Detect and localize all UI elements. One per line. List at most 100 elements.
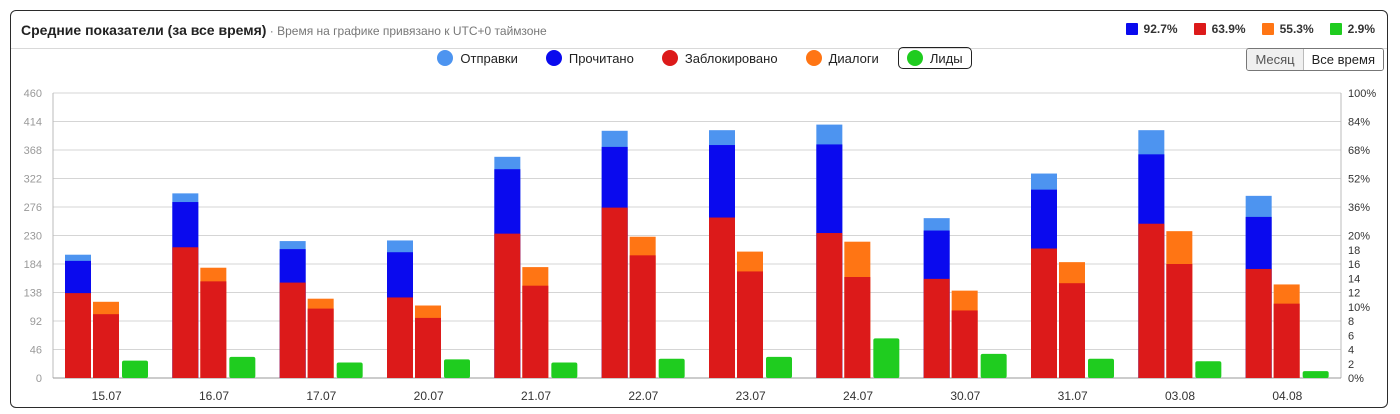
legend-dot-icon <box>437 50 454 66</box>
y-right-tick-label: 52% <box>1348 174 1370 186</box>
y-right-tick-label: 6 <box>1348 330 1354 342</box>
x-tick-label: 15.07 <box>92 389 122 403</box>
y-tick-label: 460 <box>24 88 42 100</box>
legend-item[interactable]: Отправки <box>428 47 526 69</box>
legend-item[interactable]: Заблокировано <box>653 47 787 69</box>
y-tick-label: 276 <box>24 202 42 214</box>
x-tick-label: 21.07 <box>521 389 551 403</box>
bar-dialogs-blocked <box>200 281 227 378</box>
month-option[interactable]: Месяц <box>1247 49 1304 70</box>
y-right-tick-label: 18 <box>1348 245 1360 257</box>
y-right-tick-label: 12 <box>1348 288 1360 300</box>
legend-item[interactable]: Лиды <box>897 47 972 69</box>
bar-leads <box>551 362 578 378</box>
y-right-tick-label: 8 <box>1348 316 1354 328</box>
y-tick-label: 46 <box>30 345 42 357</box>
legend-label: Лиды <box>929 50 963 66</box>
summary-badges: 92.7% 63.9% 55.3% 2.9% <box>1125 22 1375 36</box>
x-tick-label: 22.07 <box>628 389 658 403</box>
bar-blocked <box>65 293 91 378</box>
bar-blocked <box>279 282 306 378</box>
y-right-tick-label: 16 <box>1348 259 1360 271</box>
card-header: Средние показатели (за все время) · Врем… <box>11 11 1387 49</box>
summary-value: 2.9% <box>1347 22 1375 36</box>
legend-item[interactable]: Прочитано <box>537 47 643 69</box>
bar-dialogs-blocked <box>951 310 978 378</box>
legend-label: Заблокировано <box>684 50 778 66</box>
summary-color-swatch <box>1329 23 1342 35</box>
bar-leads <box>1302 371 1329 378</box>
x-tick-label: 17.07 <box>306 389 336 403</box>
summary-value: 92.7% <box>1143 22 1178 36</box>
summary-item: 63.9% <box>1193 22 1246 36</box>
y-tick-label: 92 <box>30 316 42 328</box>
bar-dialogs-blocked <box>737 271 763 378</box>
y-right-tick-label: 36% <box>1348 202 1370 214</box>
y-right-tick-label: 4 <box>1348 345 1354 357</box>
bar-leads <box>444 359 470 378</box>
bar-blocked <box>601 207 628 378</box>
summary-color-swatch <box>1125 23 1138 35</box>
y-right-tick-label: 14 <box>1348 273 1360 285</box>
bar-blocked <box>1031 248 1057 378</box>
card-title: Средние показатели (за все время) · Врем… <box>21 22 547 38</box>
y-right-tick-label: 2 <box>1348 359 1354 371</box>
y-tick-label: 0 <box>36 373 42 385</box>
legend-dot-icon <box>906 50 923 66</box>
bar-blocked <box>923 278 950 378</box>
legend-label: Диалоги <box>828 50 879 66</box>
y-right-tick-label: 68% <box>1348 145 1370 157</box>
bar-leads <box>336 362 363 378</box>
bar-dialogs-blocked <box>1166 264 1193 378</box>
bar-leads <box>1088 358 1114 378</box>
bar-leads <box>873 338 900 378</box>
bar-leads <box>766 356 792 378</box>
bar-dialogs-blocked <box>522 285 549 378</box>
summary-value: 63.9% <box>1211 22 1246 36</box>
x-tick-label: 24.07 <box>843 389 873 403</box>
bar-leads <box>122 360 148 378</box>
summary-value: 55.3% <box>1279 22 1314 36</box>
bar-blocked <box>172 247 199 378</box>
bar-leads <box>980 353 1007 378</box>
bar-blocked <box>494 233 521 378</box>
bar-blocked <box>1245 268 1272 378</box>
bar-blocked <box>709 217 735 378</box>
title-text: Средние показатели (за все время) <box>21 22 267 38</box>
all-time-option[interactable]: Все время <box>1303 49 1383 70</box>
timezone-note: · Время на графике привязано к UTC+0 тай… <box>266 24 547 38</box>
x-tick-label: 16.07 <box>199 389 229 403</box>
y-tick-label: 230 <box>24 231 42 243</box>
y-right-tick-label: 0% <box>1348 373 1364 385</box>
legend-dot-icon <box>545 50 562 66</box>
bar-dialogs-blocked <box>1059 283 1085 378</box>
y-tick-label: 138 <box>24 288 42 300</box>
y-right-tick-label: 10% <box>1348 302 1370 314</box>
bar-dialogs-blocked <box>844 277 871 378</box>
bar-leads <box>1195 361 1222 378</box>
summary-color-swatch <box>1193 23 1206 35</box>
bar-leads <box>658 358 685 378</box>
bar-dialogs-blocked <box>1273 303 1300 378</box>
period-switch: Месяц Все время <box>1246 48 1384 71</box>
legend-item[interactable]: Диалоги <box>797 47 888 69</box>
legend-dot-icon <box>805 50 822 66</box>
summary-color-swatch <box>1261 23 1274 35</box>
y-tick-label: 414 <box>24 117 42 129</box>
x-tick-label: 03.08 <box>1165 389 1195 403</box>
bar-blocked <box>387 297 413 378</box>
bar-dialogs-blocked <box>93 314 119 378</box>
summary-item: 92.7% <box>1125 22 1178 36</box>
x-tick-label: 20.07 <box>414 389 444 403</box>
x-tick-label: 04.08 <box>1272 389 1302 403</box>
bar-dialogs-blocked <box>307 308 334 378</box>
legend-label: Отправки <box>460 50 518 66</box>
y-tick-label: 368 <box>24 145 42 157</box>
legend-dot-icon <box>661 50 678 66</box>
legend-label: Прочитано <box>568 50 634 66</box>
chart-legend: Отправки Прочитано Заблокировано Диалоги Лид… <box>0 47 1400 69</box>
bar-dialogs-blocked <box>415 317 441 378</box>
x-tick-label: 23.07 <box>736 389 766 403</box>
summary-item: 55.3% <box>1261 22 1314 36</box>
